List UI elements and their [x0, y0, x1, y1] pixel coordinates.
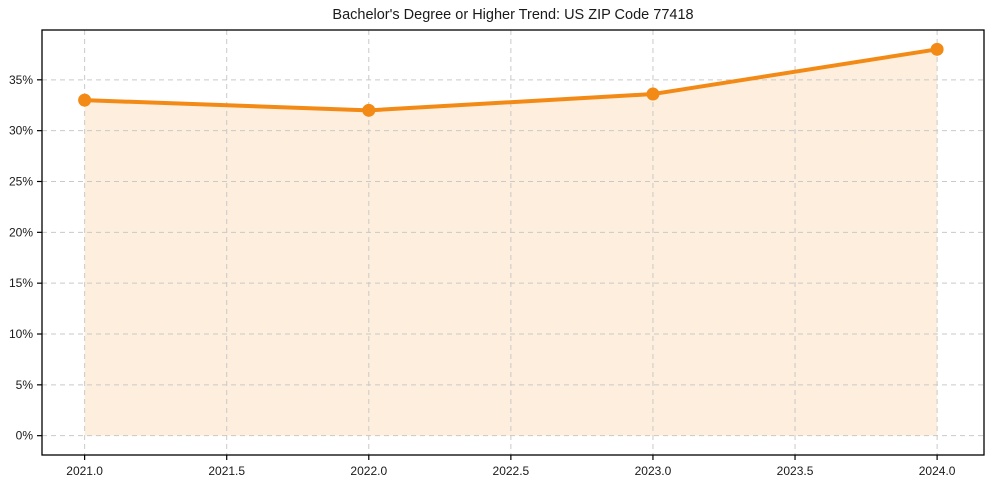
- y-tick-label: 25%: [9, 174, 33, 188]
- y-tick-label: 20%: [9, 225, 33, 239]
- x-tick-label: 2021.0: [66, 464, 103, 478]
- y-tick-label: 15%: [9, 276, 33, 290]
- area-fill: [84, 49, 938, 436]
- data-point-marker: [78, 93, 92, 107]
- data-point-marker: [362, 103, 376, 117]
- y-tick-label: 0%: [16, 429, 34, 443]
- x-tick-label: 2022.5: [493, 464, 530, 478]
- x-tick-label: 2023.5: [777, 464, 814, 478]
- y-tick-label: 30%: [9, 124, 33, 138]
- y-tick-label: 35%: [9, 73, 33, 87]
- data-point-marker: [930, 42, 944, 56]
- trend-line: [82, 47, 940, 113]
- y-tick-label: 10%: [9, 327, 33, 341]
- y-tick-label: 5%: [16, 378, 34, 392]
- x-tick-label: 2023.0: [635, 464, 672, 478]
- chart-title: Bachelor's Degree or Higher Trend: US ZI…: [332, 7, 694, 23]
- x-tick-label: 2021.5: [208, 464, 245, 478]
- x-tick-label: 2022.0: [350, 464, 387, 478]
- x-tick-label: 2024.0: [919, 464, 956, 478]
- data-point-marker: [646, 87, 660, 101]
- plot-frame: [41, 29, 985, 456]
